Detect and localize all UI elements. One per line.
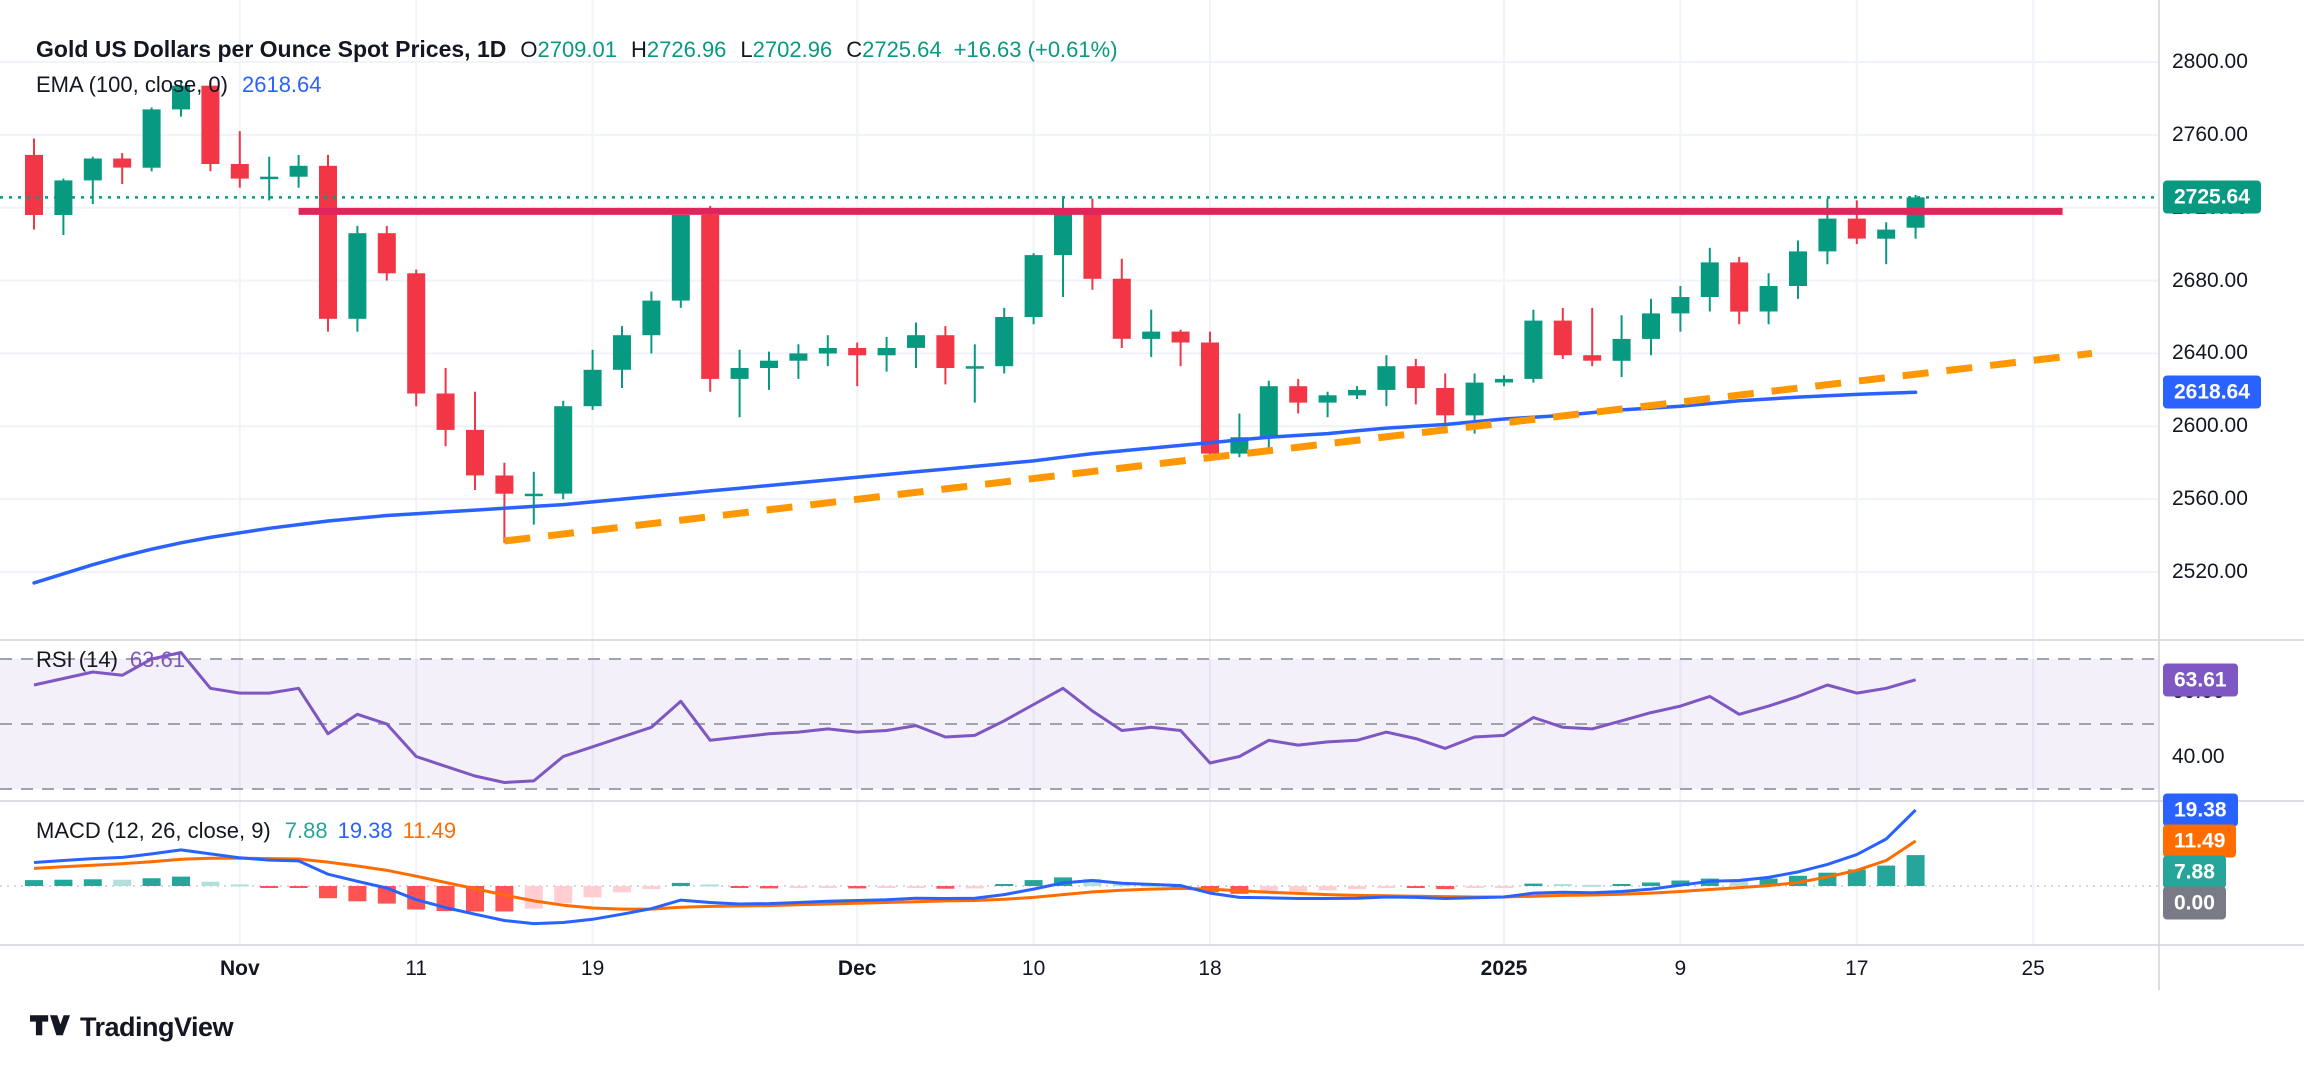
tradingview-logo[interactable]: TradingView <box>30 1012 234 1043</box>
ohlc-field-label: O <box>520 37 538 62</box>
change-value: +16.63 (+0.61%) <box>953 37 1118 62</box>
ohlc-field-value: 2709.01 <box>537 37 617 62</box>
macd-indicator-label[interactable]: MACD (12, 26, close, 9) <box>36 818 271 843</box>
rsi-legend-row: RSI (14) 63.61 <box>36 647 185 673</box>
pane-separators <box>0 0 2304 990</box>
symbol-title[interactable]: Gold US Dollars per Ounce Spot Prices, 1… <box>36 36 507 62</box>
ema-indicator-label[interactable]: EMA (100, close, 0) <box>36 72 228 97</box>
ohlc-field-value: 2726.96 <box>646 37 727 62</box>
macd-signal-line <box>33 839 1917 911</box>
ohlc-values: O2709.01 H2726.96 L2702.96 C2725.64 <box>506 37 941 62</box>
macd-legend-row: MACD (12, 26, close, 9) 7.88 19.38 11.49 <box>36 818 456 844</box>
ohlc-field-label: C <box>846 37 863 62</box>
rsi-line <box>33 651 1917 784</box>
candlestick-series <box>25 80 1925 543</box>
ohlc-field-value: 2702.96 <box>752 37 833 62</box>
tradingview-logo-text: TradingView <box>80 1012 234 1042</box>
ascending-trendline-drawing[interactable] <box>503 349 2093 545</box>
ohlc-field-value: 2725.64 <box>862 37 942 62</box>
macd-hist-value: 7.88 <box>284 818 328 843</box>
ohlc-field-label: H <box>631 37 647 62</box>
tradingview-logo-icon <box>30 1014 70 1035</box>
macd-line-value: 19.38 <box>337 818 393 843</box>
rsi-band <box>0 658 2158 790</box>
ema-line <box>32 390 1918 585</box>
symbol-legend-row: Gold US Dollars per Ounce Spot Prices, 1… <box>36 36 1118 63</box>
ohlc-field-label: L <box>740 37 753 62</box>
ema-legend-row: EMA (100, close, 0) 2618.64 <box>36 72 322 98</box>
rsi-indicator-value: 63.61 <box>129 647 185 672</box>
macd-signal-value: 11.49 <box>402 818 457 843</box>
rsi-indicator-label[interactable]: RSI (14) <box>36 647 118 672</box>
macd-line <box>33 808 1917 926</box>
ema-indicator-value: 2618.64 <box>241 72 322 97</box>
